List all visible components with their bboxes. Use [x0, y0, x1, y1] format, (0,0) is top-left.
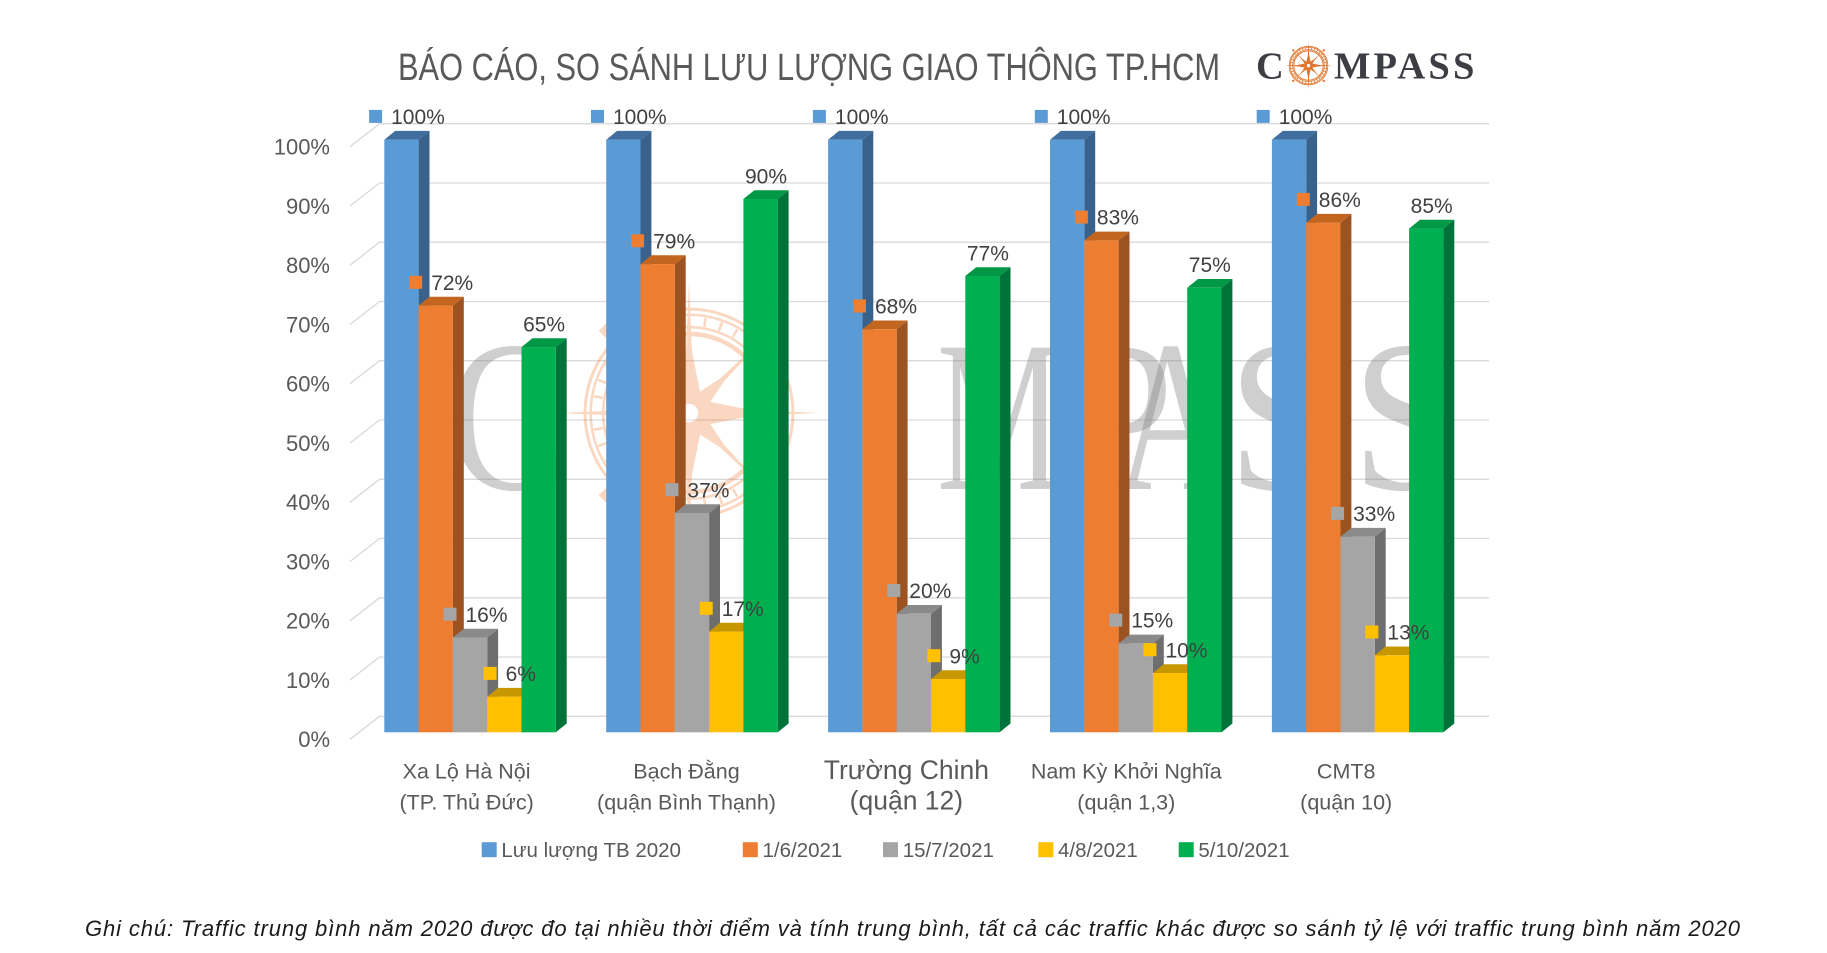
svg-text:83%: 83% — [1097, 207, 1139, 230]
svg-text:77%: 77% — [967, 242, 1009, 265]
svg-text:(quận 1,3): (quận 1,3) — [1077, 791, 1175, 815]
svg-text:100%: 100% — [613, 106, 667, 129]
svg-text:Bạch Đằng: Bạch Đằng — [633, 759, 739, 784]
svg-text:BÁO CÁO, SO SÁNH LƯU LƯỢNG GIA: BÁO CÁO, SO SÁNH LƯU LƯỢNG GIAO THÔNG TP… — [398, 45, 1220, 89]
svg-text:CMT8: CMT8 — [1317, 760, 1376, 784]
svg-text:6%: 6% — [506, 663, 536, 686]
svg-text:40%: 40% — [286, 490, 330, 515]
svg-text:80%: 80% — [286, 253, 330, 278]
svg-text:100%: 100% — [274, 135, 330, 160]
svg-text:15/7/2021: 15/7/2021 — [903, 839, 994, 862]
svg-text:MPASS: MPASS — [1334, 46, 1478, 88]
svg-text:0%: 0% — [298, 727, 330, 752]
svg-text:100%: 100% — [1279, 106, 1333, 129]
svg-text:60%: 60% — [286, 372, 330, 397]
svg-text:86%: 86% — [1319, 189, 1361, 212]
svg-text:1/6/2021: 1/6/2021 — [763, 839, 843, 862]
svg-text:C: C — [1256, 46, 1284, 88]
svg-text:13%: 13% — [1387, 622, 1429, 645]
svg-text:90%: 90% — [286, 194, 330, 219]
svg-text:75%: 75% — [1189, 254, 1231, 277]
svg-text:4/8/2021: 4/8/2021 — [1058, 839, 1138, 862]
svg-text:5/10/2021: 5/10/2021 — [1198, 839, 1289, 862]
svg-text:100%: 100% — [1057, 106, 1111, 129]
svg-text:72%: 72% — [431, 272, 473, 295]
svg-text:9%: 9% — [949, 645, 979, 668]
svg-text:10%: 10% — [1166, 639, 1208, 662]
svg-text:100%: 100% — [835, 106, 889, 129]
svg-text:33%: 33% — [1353, 503, 1395, 526]
svg-text:Nam Kỳ Khởi Nghĩa: Nam Kỳ Khởi Nghĩa — [1031, 760, 1222, 784]
svg-text:17%: 17% — [722, 598, 764, 621]
svg-text:(TP. Thủ Đức): (TP. Thủ Đức) — [399, 791, 533, 815]
svg-text:Trường Chinh: Trường Chinh — [824, 755, 989, 785]
svg-text:65%: 65% — [523, 313, 565, 336]
svg-text:30%: 30% — [286, 549, 330, 574]
svg-text:68%: 68% — [875, 296, 917, 319]
svg-text:100%: 100% — [391, 106, 445, 129]
svg-text:20%: 20% — [909, 580, 951, 603]
svg-text:70%: 70% — [286, 312, 330, 337]
svg-text:85%: 85% — [1411, 195, 1453, 218]
svg-text:Lưu lượng TB 2020: Lưu lượng TB 2020 — [501, 839, 681, 862]
svg-text:16%: 16% — [466, 604, 508, 627]
svg-text:90%: 90% — [745, 165, 787, 188]
svg-text:(quận Bình Thạnh): (quận Bình Thạnh) — [597, 791, 776, 815]
svg-text:15%: 15% — [1131, 610, 1173, 633]
svg-text:Xa Lộ Hà Nội: Xa Lộ Hà Nội — [403, 760, 531, 784]
svg-text:50%: 50% — [286, 431, 330, 456]
svg-text:79%: 79% — [653, 230, 695, 253]
svg-text:(quận 12): (quận 12) — [850, 786, 963, 816]
svg-text:37%: 37% — [687, 479, 729, 502]
svg-text:20%: 20% — [286, 609, 330, 634]
svg-text:10%: 10% — [286, 668, 330, 693]
svg-text:Ghi chú: Traffic trung bình nă: Ghi chú: Traffic trung bình năm 2020 đượ… — [85, 916, 1741, 941]
svg-text:(quận 10): (quận 10) — [1300, 791, 1392, 815]
